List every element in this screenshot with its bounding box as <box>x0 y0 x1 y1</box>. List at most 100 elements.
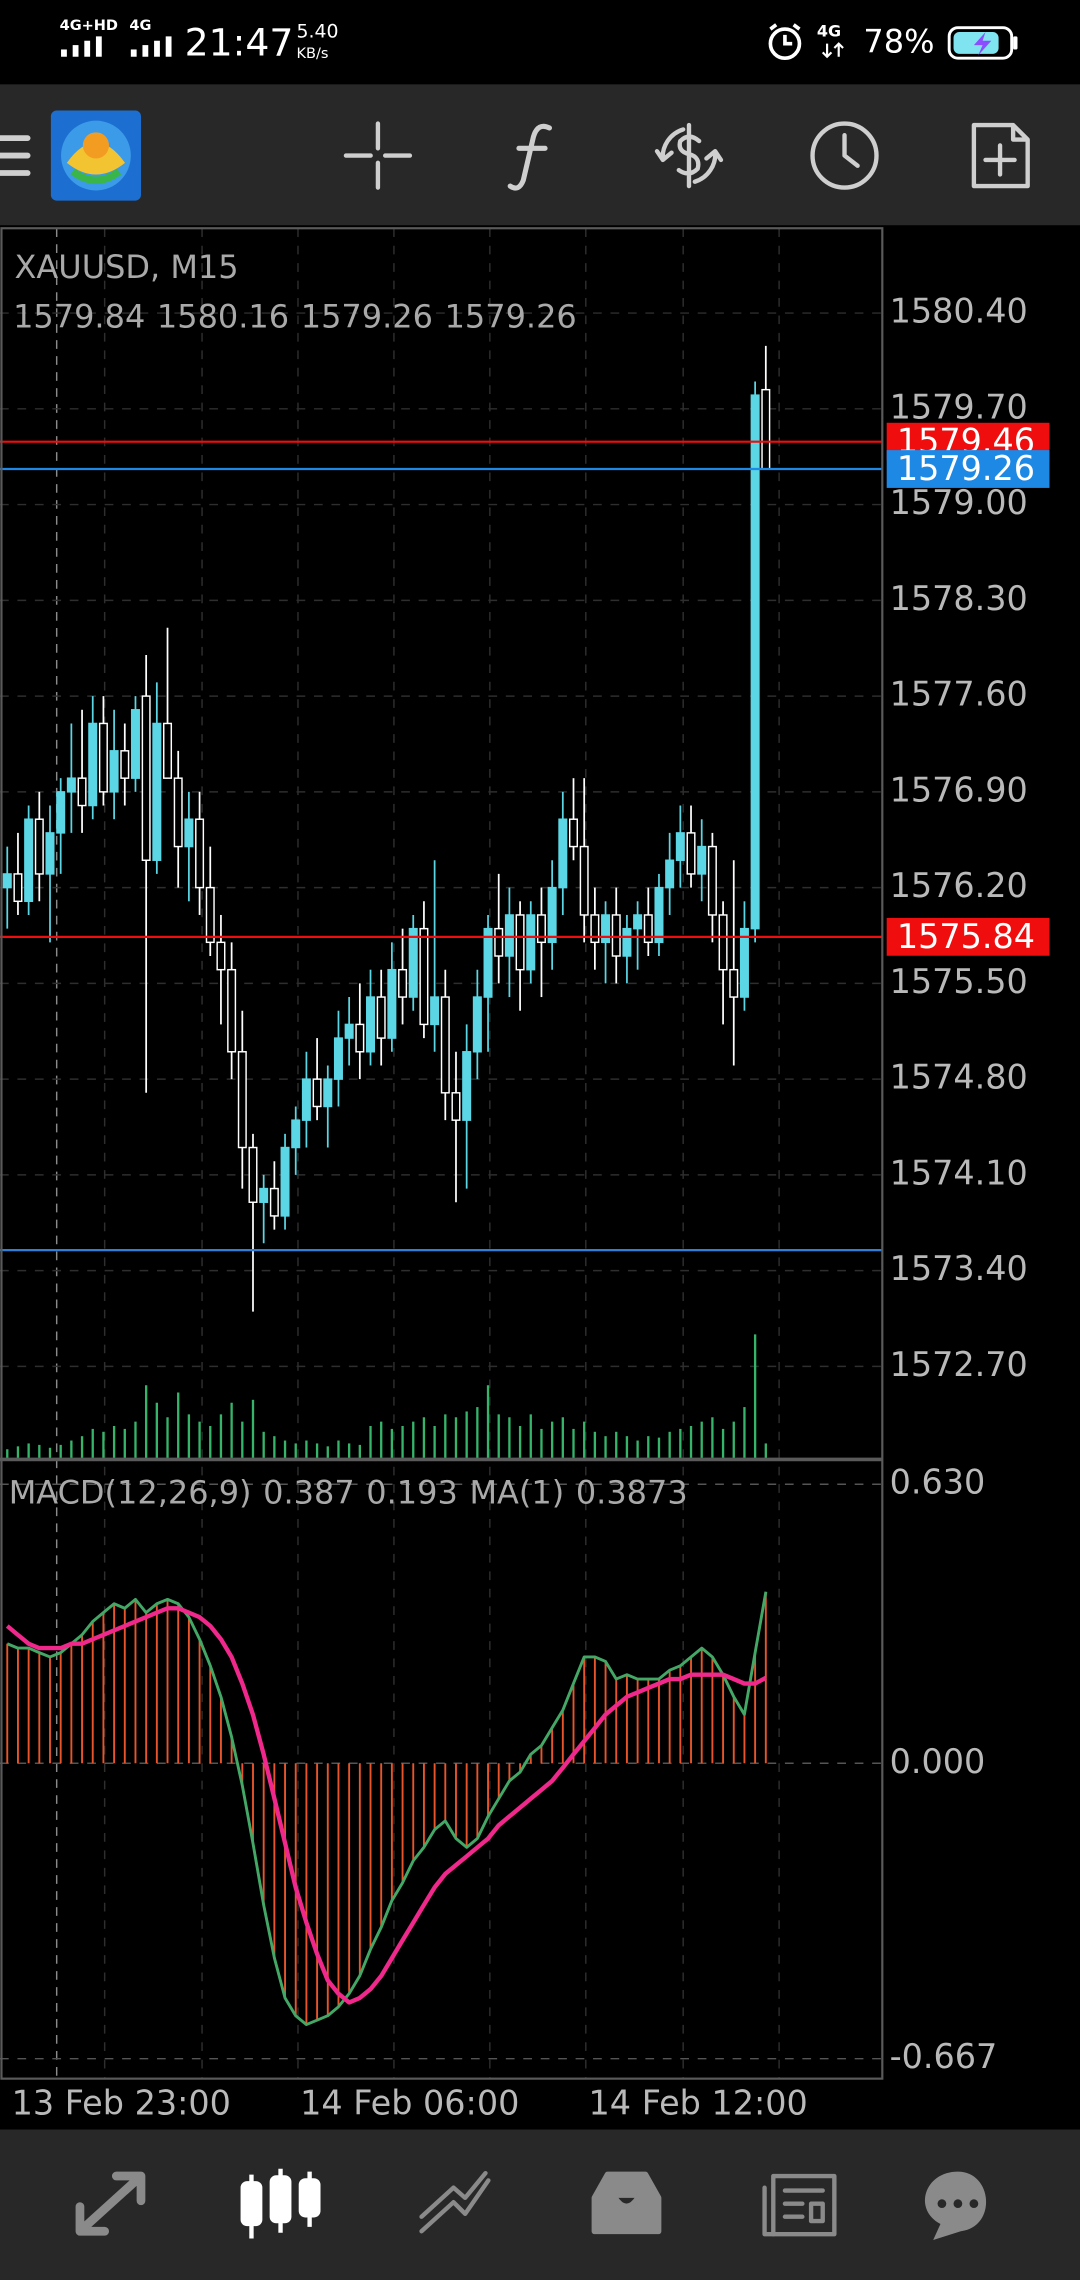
alarm-icon <box>768 23 802 61</box>
candle-body <box>558 818 568 889</box>
menu-button[interactable] <box>0 135 31 176</box>
candle-body <box>654 886 664 944</box>
candle-body <box>526 914 536 971</box>
price-tag <box>886 450 1050 488</box>
signal-line <box>5 1606 767 2005</box>
candle-body <box>323 1078 333 1108</box>
candle-body <box>739 927 749 998</box>
battery-icon <box>947 26 1018 60</box>
candle-body <box>440 996 450 1094</box>
candle-body <box>601 914 611 944</box>
candle-body <box>173 777 183 848</box>
candle-body <box>13 873 23 903</box>
candle-body <box>718 914 728 971</box>
crosshair-button[interactable] <box>343 121 413 190</box>
candle-body <box>729 968 739 998</box>
speed: 5.40 <box>297 21 339 43</box>
y-tick-label: 1576.90 <box>890 770 1028 809</box>
history-button[interactable] <box>810 121 879 190</box>
candle-body <box>269 1187 279 1217</box>
candle-body <box>622 927 632 957</box>
candle-body <box>483 927 493 998</box>
app-logo[interactable] <box>50 110 141 201</box>
y-tick-label: 1578.30 <box>890 579 1028 618</box>
macd-tick-label: 0.630 <box>890 1463 986 1502</box>
quotes-tab[interactable] <box>75 2171 146 2236</box>
y-tick-label: 1575.50 <box>890 962 1028 1001</box>
toolbar <box>0 84 1080 226</box>
candle-body <box>633 914 643 930</box>
candle-body <box>430 996 440 1026</box>
candle-body <box>451 1092 461 1121</box>
chat-tab[interactable] <box>925 2171 987 2240</box>
candle-body <box>24 818 34 903</box>
ohlc-value: 1579.84 <box>13 297 145 335</box>
price-tag <box>886 917 1050 956</box>
candle-body <box>366 996 376 1053</box>
clock: 21:47 <box>185 21 294 65</box>
candle-body <box>376 996 386 1039</box>
price-tag-label: 1575.84 <box>897 917 1035 956</box>
candle-body <box>675 832 685 861</box>
candle-body <box>205 886 215 944</box>
macd-tick-label: -0.667 <box>890 2037 998 2076</box>
chart-area <box>0 225 1080 2130</box>
candle-body <box>547 886 557 944</box>
candle-body <box>56 791 66 834</box>
candle-body <box>280 1146 290 1217</box>
x-tick-label: 14 Feb 12:00 <box>589 2083 808 2122</box>
candle-body <box>504 914 514 957</box>
status-bar <box>0 0 1080 85</box>
macd-name: MACD(12,26,9) <box>9 1473 252 1511</box>
candle-body <box>77 777 87 807</box>
candle-body <box>301 1078 311 1121</box>
history-tab[interactable] <box>591 2171 662 2235</box>
candle-body <box>536 914 546 944</box>
candle-body <box>195 818 205 889</box>
news-tab[interactable] <box>762 2173 837 2237</box>
candle-body <box>494 927 504 957</box>
candle-body <box>163 722 173 779</box>
trade-button[interactable] <box>654 122 724 189</box>
y-tick-label: 1579.00 <box>890 483 1028 522</box>
candle-body <box>88 722 98 807</box>
battery-level: 78% <box>863 23 934 61</box>
macd-tick-label: 0.000 <box>890 1742 986 1781</box>
macd-label: MACD(12,26,9) 0.387 0.193 MA(1) 0.3873 <box>9 1473 688 1511</box>
ohlc-value: 1579.26 <box>445 297 577 335</box>
y-tick-label: 1577.60 <box>890 675 1028 714</box>
y-tick-label: 1579.70 <box>890 387 1028 426</box>
candle-body <box>141 695 151 861</box>
x-tick-label: 13 Feb 23:00 <box>12 2083 231 2122</box>
candle-body <box>184 818 194 848</box>
ohlc-value: 1580.16 <box>157 297 289 335</box>
y-tick-label: 1572.70 <box>890 1345 1028 1384</box>
candle-body <box>66 777 76 793</box>
network-label: 4G <box>817 22 841 41</box>
candle-body <box>761 388 771 470</box>
candle-body <box>259 1187 269 1203</box>
ohlc-value: 1579.26 <box>301 297 433 335</box>
candle-body <box>216 941 226 971</box>
candle-body <box>130 709 140 779</box>
speed-unit: KB/s <box>297 46 329 62</box>
signal-value: 0.193 <box>366 1473 458 1511</box>
candle-body <box>408 927 418 998</box>
new-order-button[interactable] <box>971 122 1030 189</box>
candle-body <box>686 832 696 875</box>
indicators-button[interactable] <box>507 123 552 191</box>
candle-body <box>665 859 675 889</box>
candle-body <box>34 818 44 875</box>
candle-body <box>227 968 237 1053</box>
candle-body <box>707 845 717 916</box>
candle-body <box>333 1037 343 1080</box>
chart-tab[interactable] <box>240 2168 321 2239</box>
x-tick-label: 14 Feb 06:00 <box>300 2083 519 2122</box>
candle-body <box>398 968 408 998</box>
candle-body <box>98 722 108 793</box>
candle-body <box>344 1023 354 1039</box>
y-tick-label: 1573.40 <box>890 1249 1028 1288</box>
candle-body <box>462 1051 472 1121</box>
trade-tab[interactable] <box>419 2170 491 2234</box>
